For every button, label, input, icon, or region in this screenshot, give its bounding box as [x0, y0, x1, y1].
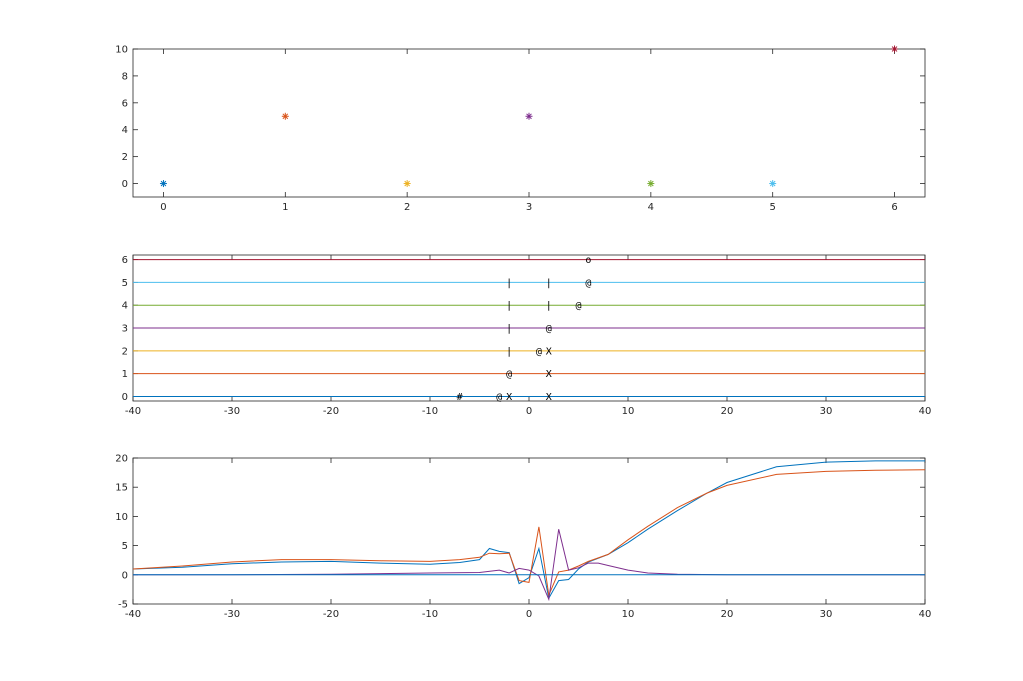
- y-tick-label: 0: [122, 179, 128, 190]
- y-tick-label: 6: [122, 255, 128, 266]
- x-tick-label: 3: [526, 202, 532, 213]
- curves-chart: -40 -30 -20 -10 0 10 20 30 40 -5 0 5 10 15 20: [115, 454, 931, 621]
- x-tick-label: -10: [422, 406, 438, 417]
- annotation-label: |: [506, 346, 512, 357]
- x-tick-label: 0: [160, 202, 166, 213]
- x-tick-label: -40: [125, 406, 141, 417]
- y-tick-label: 0: [122, 392, 128, 403]
- y-tick-label: 2: [122, 346, 128, 357]
- star-marker: [525, 112, 533, 120]
- annotation-label: @: [506, 369, 512, 380]
- annotation-label: o: [585, 255, 591, 266]
- x-tick-label: 0: [526, 406, 532, 417]
- series-line: [132, 469, 926, 598]
- annotation-label: |: [506, 278, 512, 289]
- x-tick-label: 30: [820, 609, 833, 620]
- x-tick-label: -20: [323, 406, 339, 417]
- x-tick-label: 30: [820, 406, 833, 417]
- y-tick-label: 0: [122, 570, 128, 581]
- x-tick-label: -30: [224, 609, 240, 620]
- y-tick-label: -5: [118, 600, 128, 611]
- x-tick-label: 40: [919, 609, 932, 620]
- annotation-label: |: [546, 278, 552, 289]
- scatter-chart: 0 1 2 3 4 5 6 0 2 4 6 8 10: [115, 45, 926, 213]
- y-tick-label: 10: [115, 512, 128, 523]
- annotation-label: #: [457, 392, 463, 403]
- x-tick-label: -20: [323, 609, 339, 620]
- y-tick-label: 20: [115, 454, 128, 465]
- annotation-label: @: [575, 301, 581, 312]
- annotation-label: @: [585, 278, 591, 289]
- star-marker: [891, 45, 899, 53]
- plot-area: [132, 48, 926, 198]
- y-tick-label: 2: [122, 152, 128, 163]
- y-tick-label: 6: [122, 98, 128, 109]
- star-marker: [403, 180, 411, 188]
- x-tick-label: 20: [721, 609, 734, 620]
- y-tick-label: 5: [122, 541, 128, 552]
- series-line: [133, 529, 925, 602]
- y-tick-label: 4: [122, 125, 128, 136]
- x-tick-label: -30: [224, 406, 240, 417]
- annotation-label: X: [546, 369, 552, 380]
- x-tick-label: -40: [125, 609, 141, 620]
- y-tick-label: 8: [122, 71, 128, 82]
- annotation-label: X: [506, 392, 512, 403]
- annotation-label: @: [546, 324, 552, 335]
- x-tick-label: 2: [404, 202, 410, 213]
- annotation-label: X: [546, 392, 552, 403]
- annotation-label: |: [506, 324, 512, 335]
- star-marker: [647, 180, 655, 188]
- annotation-label: |: [546, 301, 552, 312]
- y-tick-label: 15: [115, 483, 128, 494]
- x-tick-label: 20: [721, 406, 734, 417]
- level-lines-chart: -40 -30 -20 -10 0 10 20 30 40 0 1 2 3 4 5 6 # @ X X @ X | @ X | @ |…: [122, 254, 932, 417]
- x-tick-label: 0: [526, 609, 532, 620]
- x-tick-label: 40: [919, 406, 932, 417]
- x-tick-label: 10: [622, 609, 635, 620]
- star-marker: [281, 112, 289, 120]
- annotation-label: @: [496, 392, 502, 403]
- y-tick-label: 4: [122, 301, 128, 312]
- y-tick-label: 1: [122, 369, 128, 380]
- star-marker: [159, 180, 167, 188]
- annotation-label: @: [536, 346, 542, 357]
- annotation-label: X: [546, 346, 552, 357]
- x-tick-label: 1: [282, 202, 288, 213]
- x-tick-label: 4: [648, 202, 654, 213]
- x-tick-label: 10: [622, 406, 635, 417]
- y-tick-label: 5: [122, 278, 128, 289]
- star-marker: [769, 180, 777, 188]
- y-tick-label: 3: [122, 324, 128, 335]
- x-tick-label: 6: [891, 202, 897, 213]
- x-tick-label: 5: [770, 202, 776, 213]
- x-tick-label: -10: [422, 609, 438, 620]
- annotation-label: |: [506, 301, 512, 312]
- y-tick-label: 10: [115, 45, 128, 56]
